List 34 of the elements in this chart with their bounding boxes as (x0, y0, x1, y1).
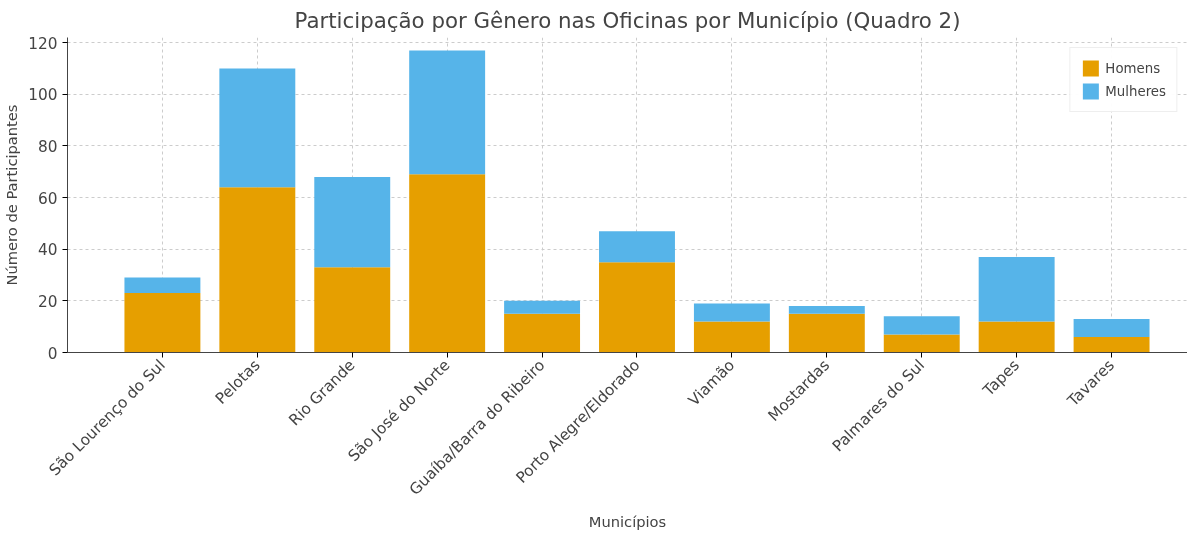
bar (883, 334, 960, 353)
bar (504, 313, 581, 353)
bar (219, 187, 296, 353)
y-tick-label: 20 (38, 292, 58, 311)
bar (599, 231, 675, 263)
bar (883, 316, 960, 335)
bar (409, 50, 486, 175)
bar (504, 300, 581, 314)
bar (124, 293, 201, 353)
bar (788, 313, 865, 353)
x-axis-title: Municípios (588, 513, 667, 531)
bar (219, 68, 296, 188)
bar (1073, 318, 1150, 338)
y-tick-label: 0 (47, 344, 58, 363)
y-tick-label: 60 (38, 189, 58, 208)
bar (599, 262, 675, 353)
bar (978, 321, 1055, 353)
legend-label: Homens (1105, 60, 1161, 76)
y-tick-label: 100 (28, 86, 58, 105)
bar (788, 306, 865, 314)
legend-label: Mulheres (1105, 83, 1166, 99)
y-tick-label: 120 (28, 34, 58, 53)
y-tick-label: 80 (38, 137, 58, 156)
bar (314, 267, 391, 353)
bar (124, 277, 201, 294)
y-tick-label: 40 (38, 241, 58, 260)
bar (314, 176, 391, 268)
bar (1073, 337, 1150, 353)
y-axis-title: Número de Participantes (3, 104, 21, 286)
bar (693, 303, 770, 322)
bar (693, 321, 770, 353)
bar (409, 174, 486, 353)
chart-title: Participação por Gênero nas Oficinas por Município (Quadro 2) (294, 7, 961, 33)
bar (978, 256, 1055, 322)
